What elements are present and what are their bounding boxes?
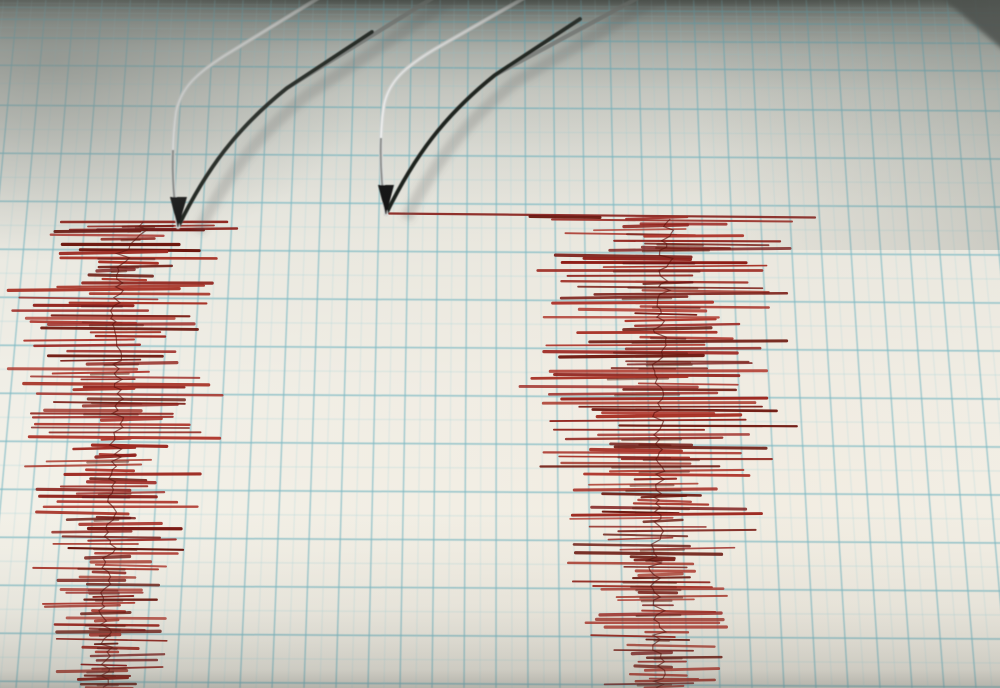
top-left-shadow bbox=[0, 0, 430, 270]
right-edge-shade bbox=[700, 0, 1000, 250]
drum-bottom-shadow bbox=[0, 508, 1000, 688]
